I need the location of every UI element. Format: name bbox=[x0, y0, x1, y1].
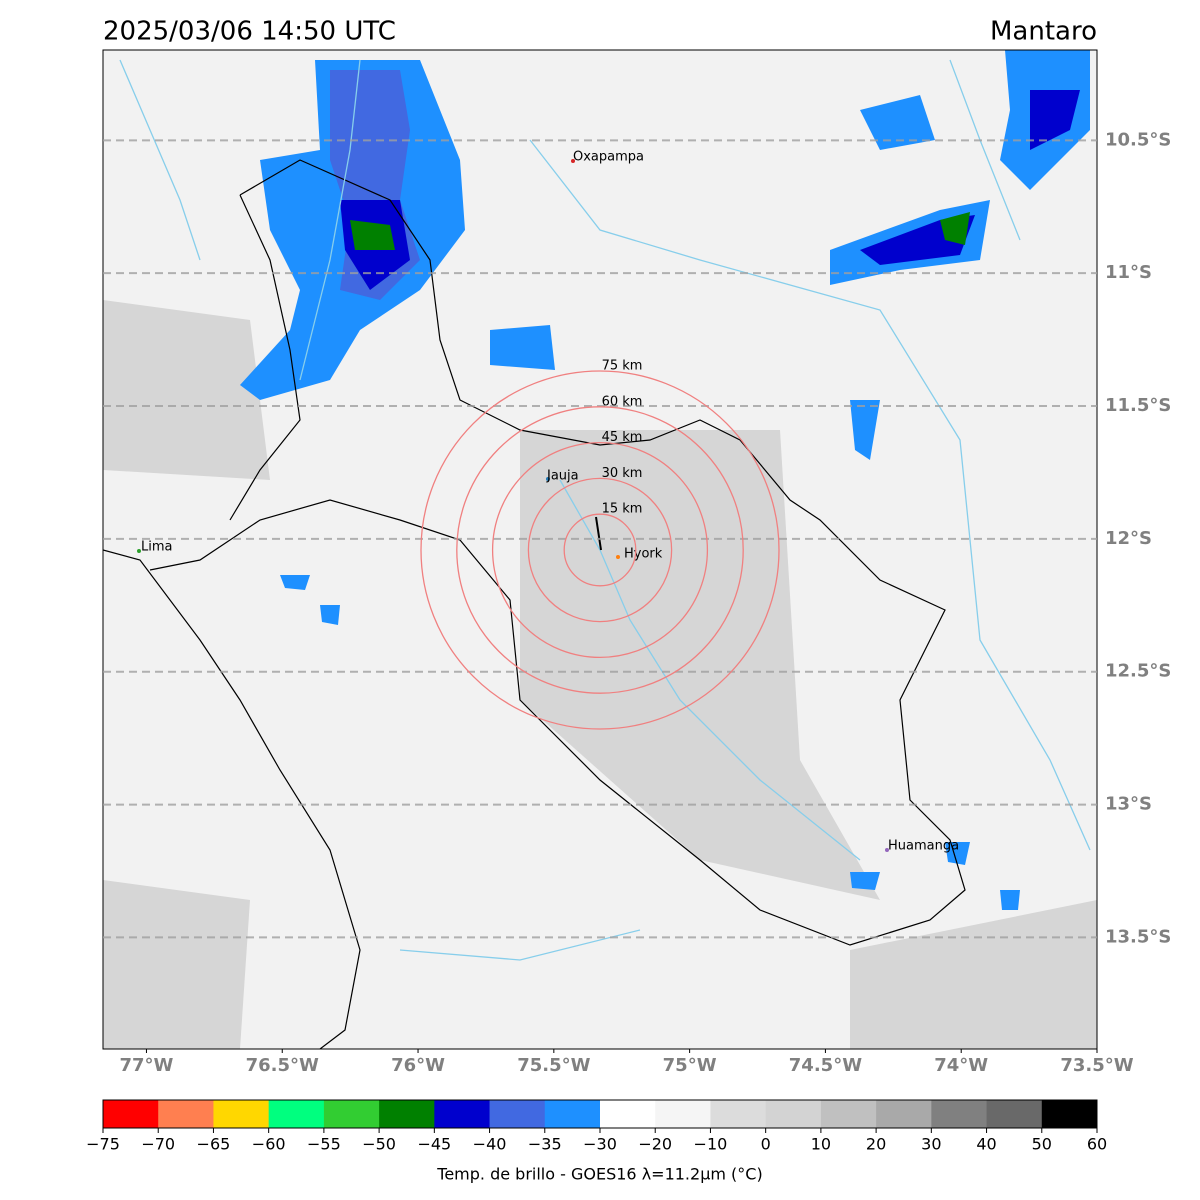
colorbar-tick-label: −35 bbox=[528, 1135, 562, 1154]
city-dot bbox=[616, 555, 620, 559]
colorbar-segment bbox=[158, 1100, 214, 1128]
colorbar-tick-label: 20 bbox=[866, 1135, 886, 1154]
colorbar-segment bbox=[600, 1100, 656, 1128]
lon-label: 74.5°W bbox=[789, 1055, 862, 1076]
colorbar-segment bbox=[876, 1100, 932, 1128]
ring-label: 15 km bbox=[602, 502, 643, 517]
colorbar-segment bbox=[1041, 1100, 1098, 1128]
lat-label: 11.5°S bbox=[1105, 395, 1171, 416]
colorbar-tick-label: 50 bbox=[1032, 1135, 1052, 1154]
colorbar-segment bbox=[986, 1100, 1043, 1128]
ring-label: 60 km bbox=[602, 394, 643, 409]
city-dot bbox=[546, 477, 550, 481]
basin-boundary bbox=[149, 159, 966, 946]
city-label: Jauja bbox=[546, 469, 579, 484]
range-ring bbox=[563, 513, 637, 587]
lon-label: 76.5°W bbox=[246, 1055, 319, 1076]
city-label: Lima bbox=[141, 540, 172, 555]
ring-label: 45 km bbox=[602, 430, 643, 445]
colorbar-tick-label: −40 bbox=[473, 1135, 507, 1154]
lat-label: 12.5°S bbox=[1105, 661, 1171, 682]
colorbar-tick-label: −75 bbox=[86, 1135, 120, 1154]
colorbar-tick-label: 40 bbox=[976, 1135, 996, 1154]
colorbar-segment bbox=[268, 1100, 325, 1128]
colorbar-segment bbox=[655, 1100, 711, 1128]
colorbar-tick-label: −60 bbox=[252, 1135, 286, 1154]
colorbar-segment bbox=[710, 1100, 767, 1128]
colorbar-segment bbox=[379, 1100, 435, 1128]
lon-label: 73.5°W bbox=[1060, 1055, 1133, 1076]
colorbar-tick-label: −30 bbox=[583, 1135, 617, 1154]
ring-label: 30 km bbox=[602, 466, 643, 481]
lat-label: 10.5°S bbox=[1105, 129, 1171, 150]
colorbar-tick-label: −65 bbox=[197, 1135, 231, 1154]
city-label: Hyork bbox=[624, 547, 663, 562]
colorbar-segment bbox=[489, 1100, 546, 1128]
cloud-core bbox=[350, 220, 395, 250]
city-dot bbox=[137, 549, 141, 553]
ring-label: 75 km bbox=[602, 358, 643, 373]
region: Mantaro bbox=[990, 17, 1097, 47]
colorbar-segment bbox=[931, 1100, 988, 1128]
title: 2025/03/06 14:50 UTC bbox=[103, 17, 396, 47]
lon-label: 75.5°W bbox=[517, 1055, 590, 1076]
colorbar-segment bbox=[544, 1100, 601, 1128]
lon-label: 77°W bbox=[120, 1055, 174, 1076]
lat-label: 13.5°S bbox=[1105, 926, 1171, 947]
lat-label: 12°S bbox=[1105, 528, 1152, 549]
range-ring bbox=[420, 370, 780, 730]
lon-label: 74°W bbox=[934, 1055, 988, 1076]
colorbar-segment bbox=[434, 1100, 491, 1128]
coastline bbox=[103, 549, 361, 1049]
cloud-core bbox=[940, 212, 970, 245]
cloud-core bbox=[1030, 90, 1080, 150]
city-label: Oxapampa bbox=[573, 150, 644, 165]
colorbar-segment bbox=[103, 1100, 159, 1128]
city-dot bbox=[885, 848, 889, 852]
colorbar-tick-label: 30 bbox=[921, 1135, 941, 1154]
colorbar-segment bbox=[323, 1100, 380, 1128]
map-frame bbox=[102, 49, 1098, 1050]
cool-area bbox=[103, 300, 1097, 1049]
range-ring bbox=[491, 441, 709, 659]
lon-label: 75°W bbox=[663, 1055, 717, 1076]
lat-label: 13°S bbox=[1105, 794, 1152, 815]
colorbar-tick-label: 10 bbox=[811, 1135, 831, 1154]
colorbar-tick-label: −20 bbox=[638, 1135, 672, 1154]
colorbar-tick-label: 0 bbox=[761, 1135, 771, 1154]
colorbar-segment bbox=[820, 1100, 877, 1128]
colorbar-tick-label: −55 bbox=[307, 1135, 341, 1154]
colorbar-segment bbox=[213, 1100, 270, 1128]
cities: Oxapampa Jauja Hyork Lima Huamanga bbox=[137, 150, 959, 854]
colorbar-label: Temp. de brillo - GOES16 λ=11.2μm (°C) bbox=[436, 1165, 762, 1184]
range-ring bbox=[456, 406, 744, 694]
track bbox=[595, 516, 602, 551]
lat-label: 11°S bbox=[1105, 262, 1152, 283]
range-ring bbox=[527, 477, 673, 623]
city-dot bbox=[571, 159, 575, 163]
colorbar-tick-label: 60 bbox=[1087, 1135, 1107, 1154]
colorbar-tick-label: −50 bbox=[362, 1135, 396, 1154]
colorbar-tick-label: −70 bbox=[141, 1135, 175, 1154]
colorbar-tick-label: −10 bbox=[694, 1135, 728, 1154]
lon-label: 76°W bbox=[391, 1055, 445, 1076]
colorbar-tick-label: −45 bbox=[417, 1135, 451, 1154]
city-label: Huamanga bbox=[888, 839, 959, 854]
colorbar-segment bbox=[765, 1100, 822, 1128]
map-field bbox=[103, 50, 1097, 1049]
